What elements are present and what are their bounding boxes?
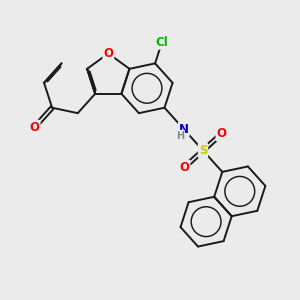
Text: O: O bbox=[30, 121, 40, 134]
Text: Cl: Cl bbox=[156, 36, 168, 49]
Text: N: N bbox=[179, 123, 189, 136]
Text: O: O bbox=[103, 47, 113, 60]
Text: H: H bbox=[176, 131, 184, 141]
Text: O: O bbox=[217, 128, 226, 140]
Text: O: O bbox=[179, 160, 190, 174]
Text: S: S bbox=[199, 144, 207, 157]
